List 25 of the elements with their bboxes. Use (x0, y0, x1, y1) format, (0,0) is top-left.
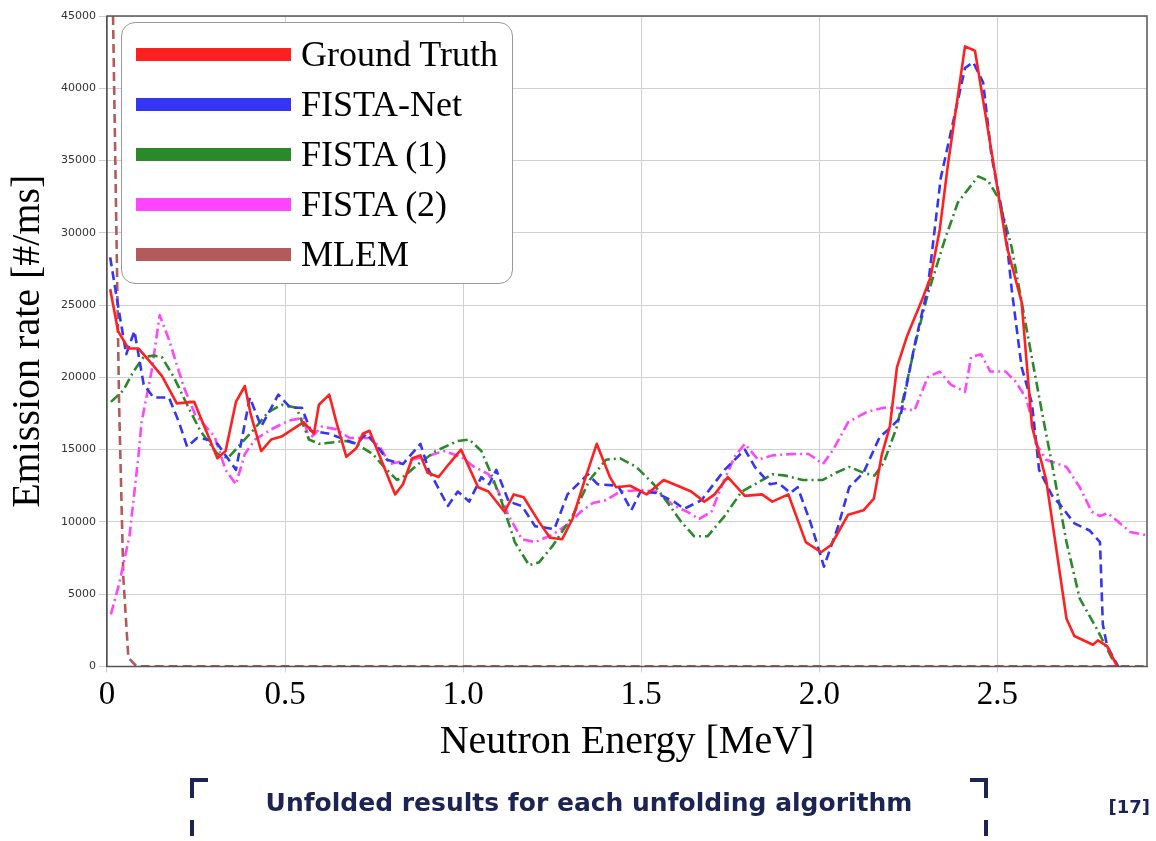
y-tick-label: 30000 (60, 225, 96, 239)
y-tick-label: 25000 (60, 297, 96, 311)
y-tick-label: 35000 (60, 153, 96, 167)
text: [17] (1108, 796, 1150, 817)
x-tick-label: 0.5 (264, 674, 306, 711)
x-tick-label: 1.5 (620, 674, 662, 711)
x-tick-label: 2.5 (976, 674, 1019, 711)
x-tick-label: 2.0 (798, 674, 840, 711)
legend-label: FISTA (2) (300, 183, 448, 226)
legend-label: FISTA-Net (300, 83, 463, 126)
y-tick-label: 0 (88, 659, 96, 673)
y-axis-title: Emission rate [#/ms] (2, 174, 48, 508)
legend-label: FISTA (1) (300, 133, 448, 176)
y-tick-label: 5000 (67, 586, 96, 600)
y-tick-label: 45000 (60, 8, 96, 22)
y-tick-label: 15000 (60, 442, 96, 456)
text: Unfolded results for each unfolding algorithm (264, 788, 914, 817)
y-tick-label: 40000 (60, 81, 96, 95)
x-axis-title: Neutron Energy [MeV] (439, 716, 815, 762)
y-tick-label: 20000 (60, 370, 96, 384)
y-tick-label: 10000 (60, 514, 96, 528)
line-series (109, 175, 1115, 662)
legend-label: Ground Truth (300, 33, 499, 76)
legend-label: MLEM (300, 233, 409, 276)
x-tick-label: 1.0 (442, 674, 484, 711)
